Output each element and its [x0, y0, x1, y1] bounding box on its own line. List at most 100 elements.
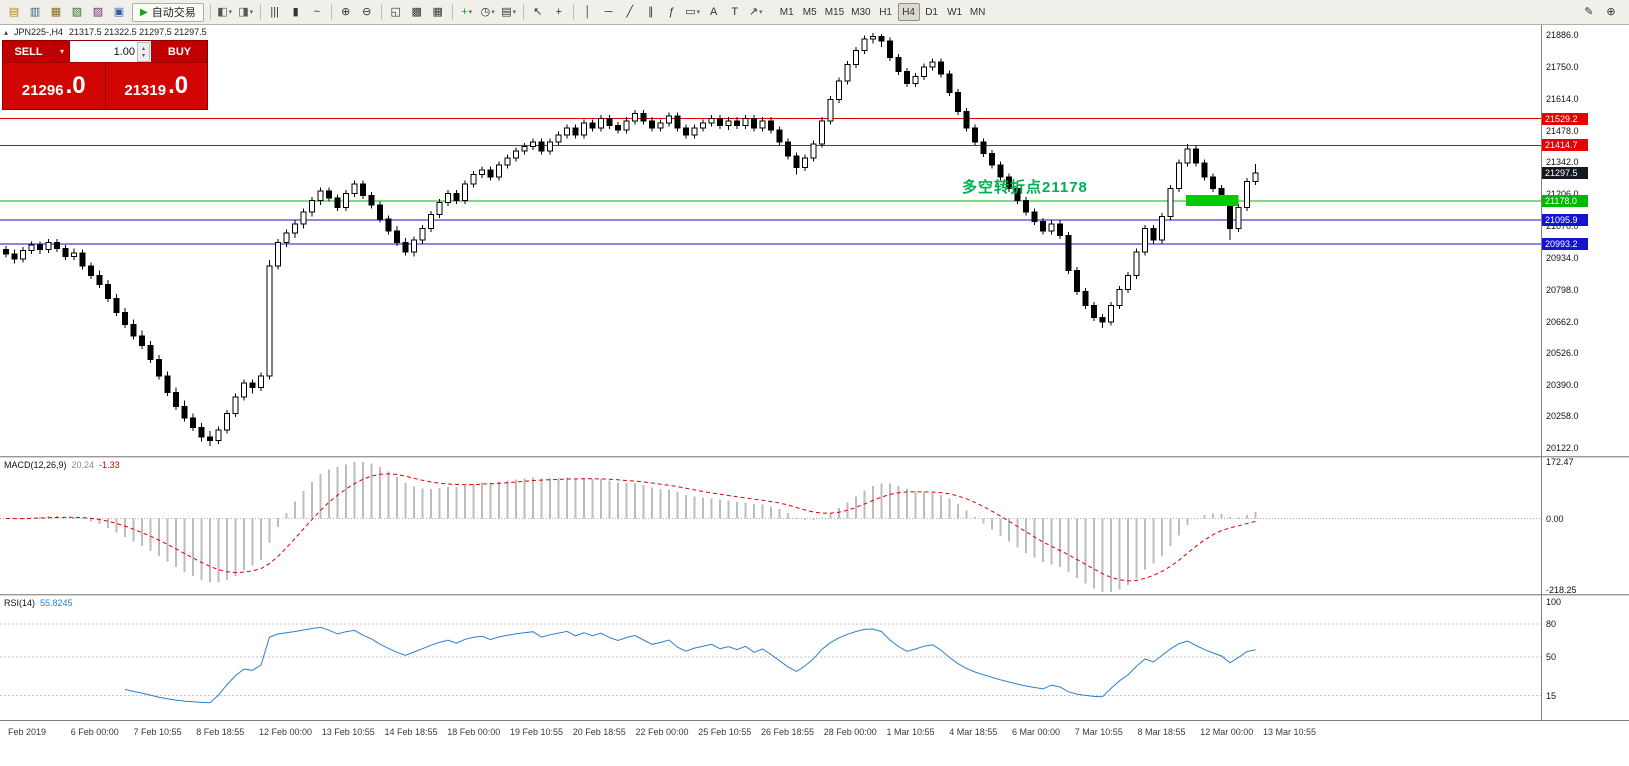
macd-panel-canvas[interactable]: [0, 458, 1541, 594]
navigator-icon[interactable]: ▦: [50, 5, 62, 18]
timeframe-m30[interactable]: M30: [851, 6, 871, 18]
channel-icon[interactable]: ∥: [647, 5, 654, 18]
timeframe-h4[interactable]: H4: [897, 3, 920, 21]
pivot-annotation: 多空转折点21178: [962, 178, 1088, 196]
buy-price[interactable]: 21319.0: [106, 63, 208, 109]
text-icon[interactable]: T: [731, 5, 739, 18]
price-line-badge: 21414.7: [1542, 139, 1588, 152]
panel-splitter-2[interactable]: [0, 594, 1629, 596]
rsi-label: RSI(14) 55.8245: [4, 598, 73, 608]
indicators-icon[interactable]: + ▾: [461, 5, 473, 18]
volume-input[interactable]: 1.00: [113, 45, 135, 58]
text-label-icon[interactable]: A: [710, 5, 718, 18]
time-tick: 28 Feb 00:00: [823, 727, 877, 737]
new-order-icon[interactable]: ▣: [113, 5, 125, 18]
macd-signal-line: [5, 473, 1256, 582]
volume-spinner[interactable]: ▴ ▾: [137, 42, 150, 62]
collapse-arrow-icon[interactable]: ▴: [4, 27, 9, 37]
price-tick: 20258.0: [1546, 411, 1579, 422]
candlestick-chart-icon[interactable]: ▮: [292, 5, 299, 18]
zoom-icon[interactable]: ⊕: [1606, 5, 1616, 18]
macd-label: MACD(12,26,9) 20.24 -1.33: [4, 460, 120, 470]
profiles-icon[interactable]: ◨ ▾: [238, 5, 254, 18]
shapes-icon[interactable]: ▭ ▾: [685, 5, 701, 18]
timeframe-m5[interactable]: M5: [802, 6, 817, 18]
sell-price[interactable]: 21296.0: [3, 63, 105, 109]
timeframe-mn[interactable]: MN: [969, 6, 986, 18]
macd-signal-value: -1.33: [99, 460, 120, 470]
panel-splitter[interactable]: [0, 456, 1629, 458]
price-tick: 21342.0: [1546, 157, 1579, 168]
grid-icon[interactable]: ▦: [432, 5, 443, 18]
timeframe-m15[interactable]: M15: [824, 6, 845, 18]
time-tick: 14 Feb 18:55: [384, 727, 438, 737]
auto-arrange-icon[interactable]: ▩: [411, 5, 422, 18]
rsi-axis[interactable]: 100 80 50 15: [1542, 596, 1628, 720]
bar-chart-icon[interactable]: |||: [270, 5, 279, 18]
time-tick: 13 Mar 10:55: [1263, 727, 1317, 737]
periods-icon[interactable]: ◷ ▾: [480, 5, 495, 18]
toolbar: ▤ ▥ ▦ ▧ ▨ ▣ ▶ 自动交易 ◧ ▾ ◨ ▾ ||| ▮ ~ ⊕ ⊖ ◱ ▩ ▦ + ▾ ◷ ▾ ▤ ▾ ↖ + │ ─ ╱ ∥ ƒ ▭ ▾…: [0, 0, 1629, 25]
cursor-icon[interactable]: ↖: [533, 5, 543, 18]
crosshair-icon[interactable]: +: [555, 5, 562, 18]
spinner-down-icon[interactable]: ▾: [141, 53, 145, 59]
data-window-icon[interactable]: ▥: [29, 5, 41, 18]
price-line-badge: 21529.2: [1542, 112, 1588, 125]
templates-icon[interactable]: ▤ ▾: [501, 5, 517, 18]
time-tick: 26 Feb 18:55: [761, 727, 815, 737]
sell-button[interactable]: SELL: [3, 41, 54, 62]
autotrading-button[interactable]: ▶ 自动交易: [132, 2, 204, 22]
price-tick: 21478.0: [1546, 125, 1579, 136]
trade-panel-divider: [104, 63, 106, 109]
timeframe-m1[interactable]: M1: [779, 6, 794, 18]
price-tick: 20662.0: [1546, 316, 1579, 327]
order-options-dropdown[interactable]: ▾: [54, 41, 70, 62]
time-axis-border: [0, 720, 1629, 721]
terminal-icon[interactable]: ▧: [71, 5, 83, 18]
time-tick: 6 Mar 00:00: [1012, 727, 1061, 737]
time-tick: 12 Feb 00:00: [259, 727, 313, 737]
time-tick: 25 Feb 10:55: [698, 727, 752, 737]
arrows-icon[interactable]: ↗ ▾: [748, 5, 763, 18]
chevron-down-icon: ▾: [59, 47, 64, 56]
timeframe-w1[interactable]: W1: [947, 6, 963, 18]
line-chart-icon[interactable]: ~: [313, 5, 320, 18]
strategy-tester-icon[interactable]: ▨: [92, 5, 104, 18]
market-watch-icon[interactable]: ▤: [8, 5, 20, 18]
time-tick: 19 Feb 10:55: [510, 727, 564, 737]
new-chart-icon[interactable]: ◧ ▾: [217, 5, 233, 18]
trendline-icon[interactable]: ╱: [626, 5, 634, 18]
vertical-line-icon[interactable]: │: [584, 5, 592, 18]
rsi-tick: 100: [1546, 597, 1562, 607]
time-tick: 18 Feb 00:00: [447, 727, 501, 737]
time-tick: 1 Mar 10:55: [886, 727, 935, 737]
price-tick: 21614.0: [1546, 93, 1579, 104]
edit-icon[interactable]: ✎: [1584, 5, 1594, 18]
toolbar-separator: [380, 4, 382, 20]
zoom-in-icon[interactable]: ⊕: [341, 5, 351, 18]
toolbar-separator: [522, 4, 524, 20]
one-click-trading-panel: SELL ▾ 1.00 ▴ ▾ BUY 21296.0 21319.0: [2, 40, 208, 110]
spinner-up-icon[interactable]: ▴: [141, 46, 145, 52]
rsi-value: 55.8245: [40, 598, 73, 608]
rsi-title: RSI(14): [4, 598, 36, 608]
zoom-out-icon[interactable]: ⊖: [362, 5, 372, 18]
rsi-panel-canvas[interactable]: [0, 596, 1541, 720]
horizontal-line-icon[interactable]: ─: [604, 5, 613, 18]
macd-axis[interactable]: 172.47 0.00 -218.25: [1542, 457, 1628, 595]
fibonacci-icon[interactable]: ƒ: [668, 5, 675, 18]
time-tick: 20 Feb 18:55: [572, 727, 626, 737]
main-chart-canvas[interactable]: [0, 25, 1541, 456]
time-axis[interactable]: Feb 2019 6 Feb 00:00 7 Feb 10:55 8 Feb 18:5…: [0, 721, 1541, 765]
sell-price-dec: .0: [65, 72, 86, 99]
symbol-ohlc-line: ▴ JPN225-,H4 21317.5 21322.5 21297.5 212…: [4, 27, 207, 37]
buy-button[interactable]: BUY: [152, 41, 207, 62]
toolbar-separator: [451, 4, 453, 20]
tile-windows-icon[interactable]: ◱: [390, 5, 401, 18]
timeframe-h1[interactable]: H1: [879, 6, 892, 18]
timeframe-d1[interactable]: D1: [925, 6, 938, 18]
price-axis[interactable]: 21886.0 21750.0 21614.0 21478.0 21342.0 21206…: [1542, 25, 1628, 456]
time-tick: 6 Feb 00:00: [70, 727, 119, 737]
highlight-box[interactable]: [1185, 195, 1239, 206]
